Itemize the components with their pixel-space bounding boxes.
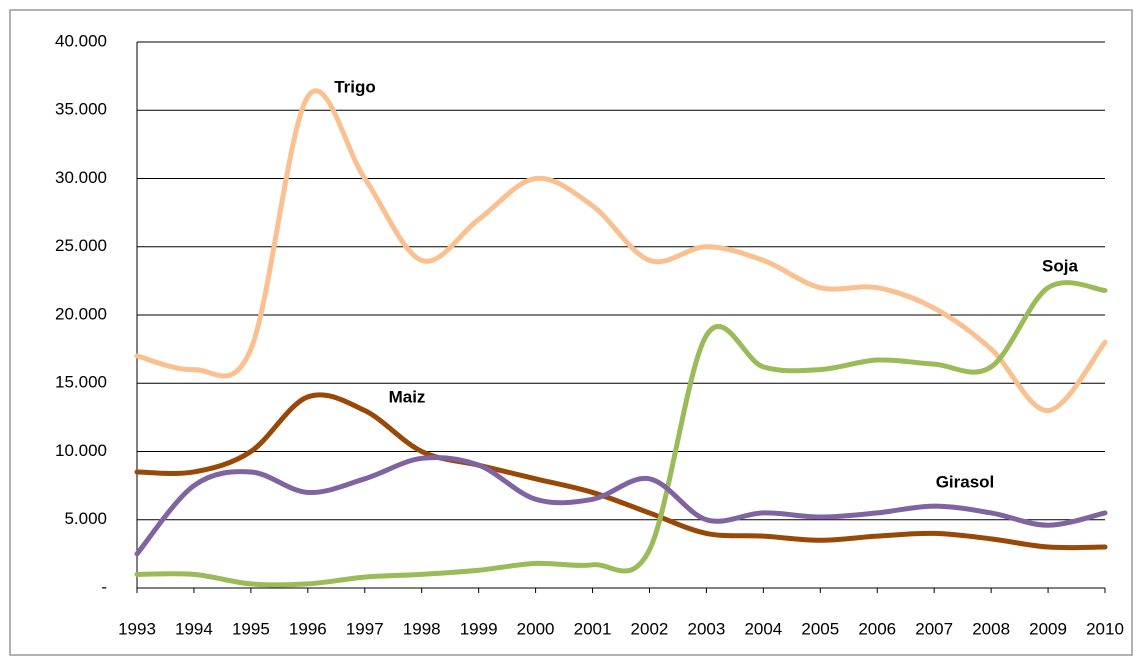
x-tick-label: 2008 [972, 619, 1010, 638]
x-tick-label: 1999 [460, 619, 498, 638]
series-line [134, 88, 1108, 414]
x-tick-label: 2005 [801, 619, 839, 638]
y-tick-label: 5.000 [64, 509, 107, 528]
x-tick-label: 2002 [631, 619, 669, 638]
series-label: Trigo [334, 77, 376, 96]
series-line [134, 392, 1108, 551]
series-label: Soja [1042, 256, 1078, 275]
x-tick-label: 2001 [574, 619, 612, 638]
y-tick-label: - [101, 577, 107, 596]
y-tick-label: 35.000 [55, 100, 107, 119]
y-tick-label: 40.000 [55, 31, 107, 50]
x-tick-label: 2004 [744, 619, 782, 638]
x-tick-label: 2000 [517, 619, 555, 638]
series-line [134, 280, 1108, 588]
x-tick-label: 1996 [289, 619, 327, 638]
y-tick-label: 10.000 [55, 441, 107, 460]
x-tick-label: 1998 [403, 619, 441, 638]
x-tick-label: 1993 [118, 619, 156, 638]
x-tick-label: 2003 [687, 619, 725, 638]
y-tick-label: 15.000 [55, 373, 107, 392]
series-line [134, 454, 1108, 557]
x-tick-label: 2007 [915, 619, 953, 638]
y-tick-label: 25.000 [55, 236, 107, 255]
x-tick-label: 2009 [1029, 619, 1067, 638]
series-label: Maiz [389, 387, 426, 406]
y-tick-label: 30.000 [55, 168, 107, 187]
x-tick-label: 1997 [346, 619, 384, 638]
chart-frame [9, 9, 1133, 656]
y-tick-label: 20.000 [55, 304, 107, 323]
x-tick-label: 2006 [858, 619, 896, 638]
x-tick-label: 1995 [232, 619, 270, 638]
x-tick-label: 1994 [175, 619, 213, 638]
series-label: Girasol [936, 472, 995, 491]
x-tick-label: 2010 [1086, 619, 1124, 638]
